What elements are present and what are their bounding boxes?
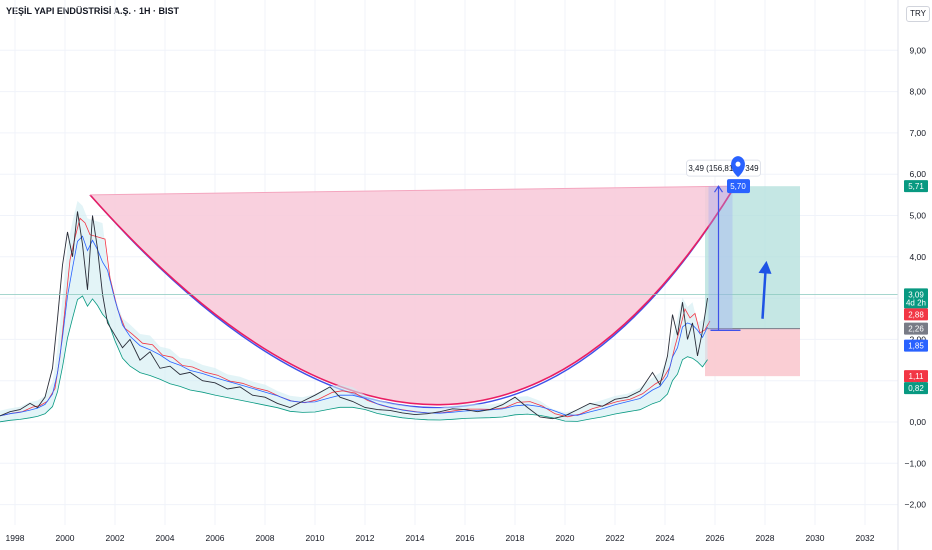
loss-zone [705,328,800,377]
y-tick-label: −2,00 [904,500,926,510]
x-tick-label: 2020 [556,533,575,543]
y-tick-label: 2,00 [909,334,926,344]
price-tag [904,339,928,352]
x-tick-label: 2006 [206,533,225,543]
measure-label: 3,49 (156,81%) 349 [688,164,759,173]
price-tag-label: 5,71 [908,182,924,191]
x-tick-label: 2032 [856,533,875,543]
price-tag [904,370,928,383]
x-tick-label: 2028 [756,533,775,543]
ma-red-line [2,217,711,418]
y-tick-label: 8,00 [909,87,926,97]
x-tick-label: 2014 [406,533,425,543]
price-tag-label: 1,85 [908,342,924,351]
target-tag [727,179,750,194]
price-tag-countdown: 4d 2h [906,298,926,307]
price-tag [904,308,928,321]
price-tag [904,322,928,335]
x-tick-label: 1998 [6,533,25,543]
cup-red-curve [89,185,736,406]
measure-arrow-head [714,185,723,193]
price-tag-label: 0,82 [908,384,924,393]
price-tag-label: 1,11 [909,372,925,381]
y-tick-label: 6,00 [909,169,926,179]
target-tag-label: 5,70 [730,182,746,191]
x-tick-label: 2030 [806,533,825,543]
ma-band [0,200,708,422]
cup-rim-line [89,185,736,196]
y-tick-label: 4,00 [909,252,926,262]
currency-button[interactable]: TRY [906,6,930,22]
measure-area [708,186,733,331]
price-tag-label: 3,09 [908,290,924,299]
price-tag [904,180,928,193]
y-tick-label: 5,00 [909,211,926,221]
price-tag-label: 2,88 [908,310,924,319]
x-tick-label: 2026 [706,533,725,543]
y-tick-label: −1,00 [904,458,926,468]
chart-title: YEŞİL YAPI ENDÜSTRİSİ A.Ş. · 1H · BIST [6,6,180,16]
x-tick-label: 2008 [256,533,275,543]
x-tick-label: 2022 [606,533,625,543]
x-tick-label: 2004 [156,533,175,543]
x-tick-label: 2010 [306,533,325,543]
price-tag [904,288,928,309]
x-tick-label: 2024 [656,533,675,543]
y-tick-label: 7,00 [909,128,926,138]
x-tick-label: 2012 [356,533,375,543]
price-line [0,211,708,420]
x-tick-label: 2002 [106,533,125,543]
up-arrow-icon [758,260,772,274]
price-tag [904,382,928,395]
up-arrow-shaft [761,270,767,319]
price-tag-label: 2,26 [908,325,924,334]
y-tick-label: 0,00 [909,417,926,427]
location-pin-dot [735,161,741,167]
x-tick-label: 2000 [56,533,75,543]
ma-blue-line [0,235,708,417]
y-tick-label: 9,00 [909,45,926,55]
cup-fill [90,186,735,405]
cup-blue-curve [89,185,736,409]
x-tick-label: 2018 [506,533,525,543]
x-tick-label: 2016 [456,533,475,543]
ma-teal-line [0,295,708,423]
